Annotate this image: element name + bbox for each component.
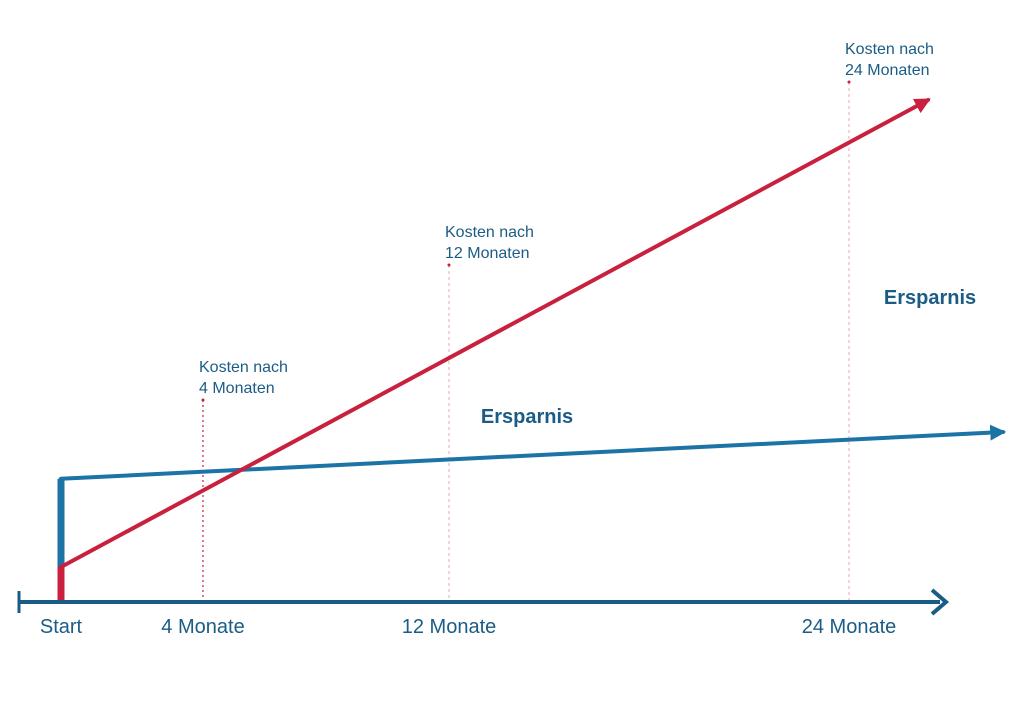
cost-annotation-line1: Kosten nach [845,41,934,58]
series-line-red [59,98,931,569]
savings-label: Ersparnis [884,287,976,309]
x-tick-label: 24 Monate [802,616,897,638]
cost-annotation-line2: 12 Monaten [445,245,530,262]
cost-marker-dot [447,263,451,267]
x-axis [17,588,950,616]
cost-marker-lines [201,80,851,602]
cost-marker-dot [201,398,205,402]
cost-marker-dot [847,80,851,84]
cost-annotation-line2: 4 Monaten [199,380,275,397]
x-tick-label: 12 Monate [402,616,497,638]
series-lines [57,98,1007,602]
cost-annotation-line2: 24 Monaten [845,62,930,79]
x-tick-label: 4 Monate [161,616,244,638]
series-line-blue [59,424,1007,481]
x-tick-labels: Start 4 Monate 12 Monate 24 Monate [40,616,896,638]
cost-annotation-line1: Kosten nach [199,359,288,376]
cost-annotation-line1: Kosten nach [445,224,534,241]
x-axis-arrowhead [930,588,950,616]
savings-label: Ersparnis [481,406,573,428]
cost-annotations: Kosten nach 4 Monaten Kosten nach 12 Monate… [199,41,934,397]
x-tick-label: Start [40,616,83,638]
savings-labels: Ersparnis Ersparnis [481,287,976,428]
